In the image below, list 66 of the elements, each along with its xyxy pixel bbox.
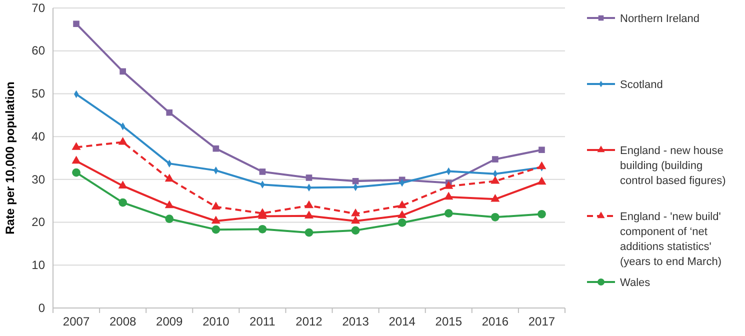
point: [118, 198, 127, 207]
point: [351, 226, 360, 235]
point: [211, 202, 220, 210]
point: [444, 209, 453, 218]
point: [258, 208, 267, 216]
point: [492, 156, 498, 162]
point: [304, 200, 314, 208]
point: [538, 210, 546, 218]
point: [398, 200, 407, 208]
point: [72, 168, 80, 177]
point: [444, 192, 454, 200]
y-tick-label: 50: [32, 86, 46, 101]
point: [73, 20, 80, 28]
y-tick-label: 40: [32, 129, 46, 144]
legend-label: Northern Ireland: [620, 13, 700, 25]
point: [118, 136, 128, 145]
point: [490, 194, 500, 202]
point: [259, 168, 266, 175]
x-tick-label: 2011: [250, 314, 276, 329]
x-tick-label: 2014: [388, 314, 416, 329]
x-tick-label: 2009: [156, 314, 184, 329]
y-tick-label: 70: [32, 0, 46, 15]
y-tick-label: 0: [38, 300, 46, 315]
legend-label: England - new house building (building control based figures): [620, 145, 726, 187]
x-tick-label: 2008: [109, 314, 136, 329]
point: [72, 142, 81, 150]
y-tick-label: 20: [32, 215, 46, 230]
point: [164, 200, 174, 208]
point: [164, 174, 174, 182]
point: [537, 176, 546, 185]
x-tick-label: 2013: [342, 314, 370, 329]
x-tick-label: 2017: [528, 314, 556, 329]
point: [351, 208, 360, 216]
point: [351, 216, 360, 224]
point: [398, 218, 406, 227]
point: [118, 180, 128, 188]
point: [258, 224, 267, 234]
point: [211, 216, 220, 224]
point: [212, 225, 220, 234]
y-tick-label: 10: [32, 258, 46, 272]
point: [165, 214, 174, 224]
y-axis-title: Rate per 10,000 population: [3, 82, 17, 234]
point: [304, 210, 314, 218]
point: [490, 176, 500, 184]
y-tick-label: 60: [32, 44, 46, 58]
point: [212, 145, 220, 152]
y-tick-label: 30: [32, 172, 46, 186]
point: [398, 210, 407, 218]
x-tick-label: 2012: [296, 314, 323, 329]
point: [120, 68, 126, 75]
point: [166, 109, 173, 116]
legend-label: Wales: [620, 277, 651, 289]
point: [491, 212, 500, 222]
legend-label: Scotland: [620, 79, 663, 91]
point: [537, 161, 546, 170]
x-tick-label: 2010: [202, 314, 230, 329]
legend-label: England - 'new build' component of ‘net additions statistics' (years to end March): [620, 211, 722, 268]
x-tick-label: 2016: [482, 314, 509, 329]
point: [72, 156, 81, 164]
point: [306, 174, 312, 181]
point: [304, 228, 314, 237]
point: [444, 181, 454, 189]
point: [352, 178, 359, 184]
point: [538, 146, 545, 154]
x-tick-label: 2015: [435, 314, 462, 329]
x-tick-label: 2007: [62, 314, 90, 329]
